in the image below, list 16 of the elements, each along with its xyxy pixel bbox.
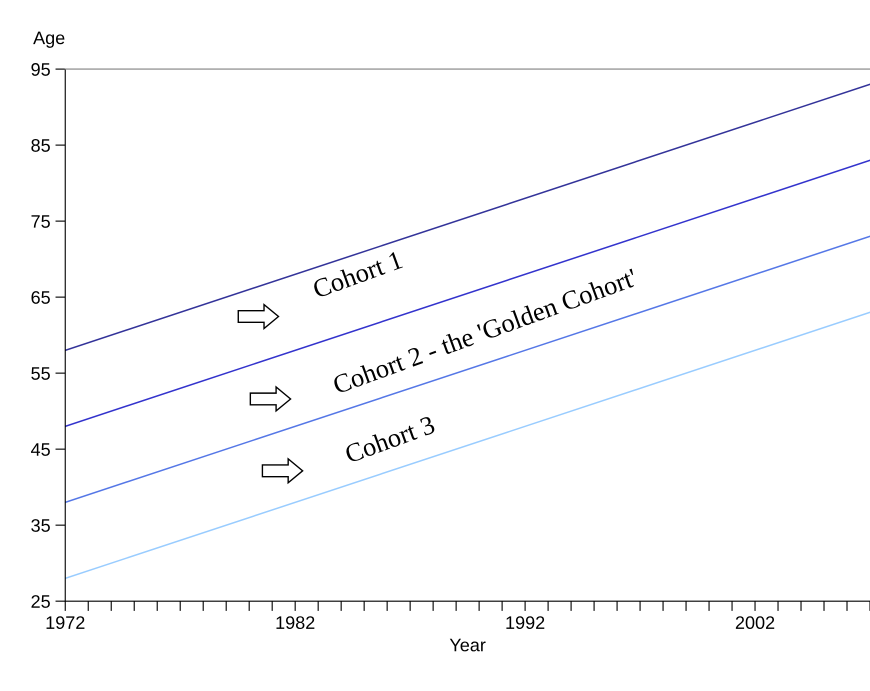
y-tick-label: 55 [31,367,50,380]
y-tick-label: 35 [31,519,50,532]
y-tick-label: 95 [31,63,50,76]
x-axis-title: Year [450,638,486,652]
x-tick-label: 1972 [46,616,84,630]
y-tick-label: 25 [31,595,50,608]
x-tick-label: 1982 [276,616,314,630]
y-tick-label: 85 [31,139,50,152]
y-tick-label: 75 [32,215,50,228]
x-tick-label: 2002 [736,616,774,630]
annotation: Cohort 3 [344,414,436,464]
y-axis-title: Age [33,32,64,48]
y-tick-label: 45 [31,443,50,456]
x-tick-label: 1992 [506,616,544,630]
annotation: Cohort 1 [312,250,403,298]
y-tick-label: 65 [32,291,50,304]
